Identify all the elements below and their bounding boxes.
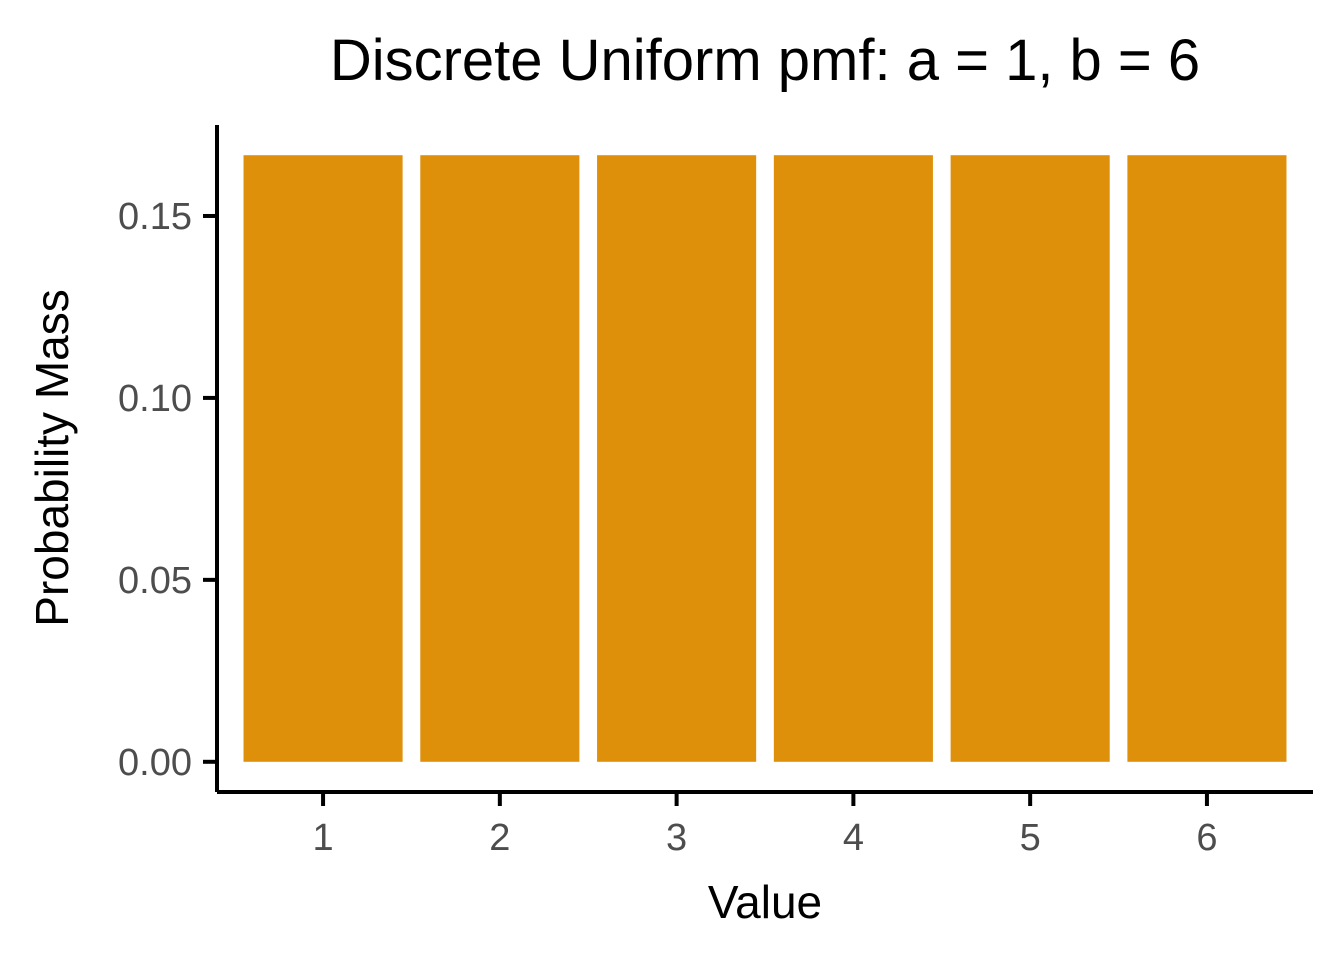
ticks-layer: 0.00 0.05 0.10 0.15 1 2 3 4 5 6 [118,196,1217,859]
bar-2 [420,155,580,762]
x-tick-label: 6 [1196,817,1217,859]
x-axis-title: Value [708,876,822,928]
bar-6 [1127,155,1287,762]
bars-layer [243,155,1287,762]
y-axis-title: Probability Mass [26,289,78,626]
y-tick-label: 0.05 [118,560,192,602]
y-tick-label: 0.10 [118,378,192,420]
y-tick-label: 0.15 [118,196,192,238]
bar-1 [243,155,403,762]
chart-title: Discrete Uniform pmf: a = 1, b = 6 [330,28,1200,93]
x-tick-label: 1 [312,817,333,859]
bar-3 [597,155,757,762]
x-tick-label: 5 [1020,817,1041,859]
bar-5 [950,155,1110,762]
x-tick-label: 3 [666,817,687,859]
axes-layer [215,125,1313,794]
bar-4 [773,155,933,762]
y-tick-label: 0.00 [118,742,192,784]
x-tick-label: 2 [489,817,510,859]
x-tick-label: 4 [843,817,864,859]
